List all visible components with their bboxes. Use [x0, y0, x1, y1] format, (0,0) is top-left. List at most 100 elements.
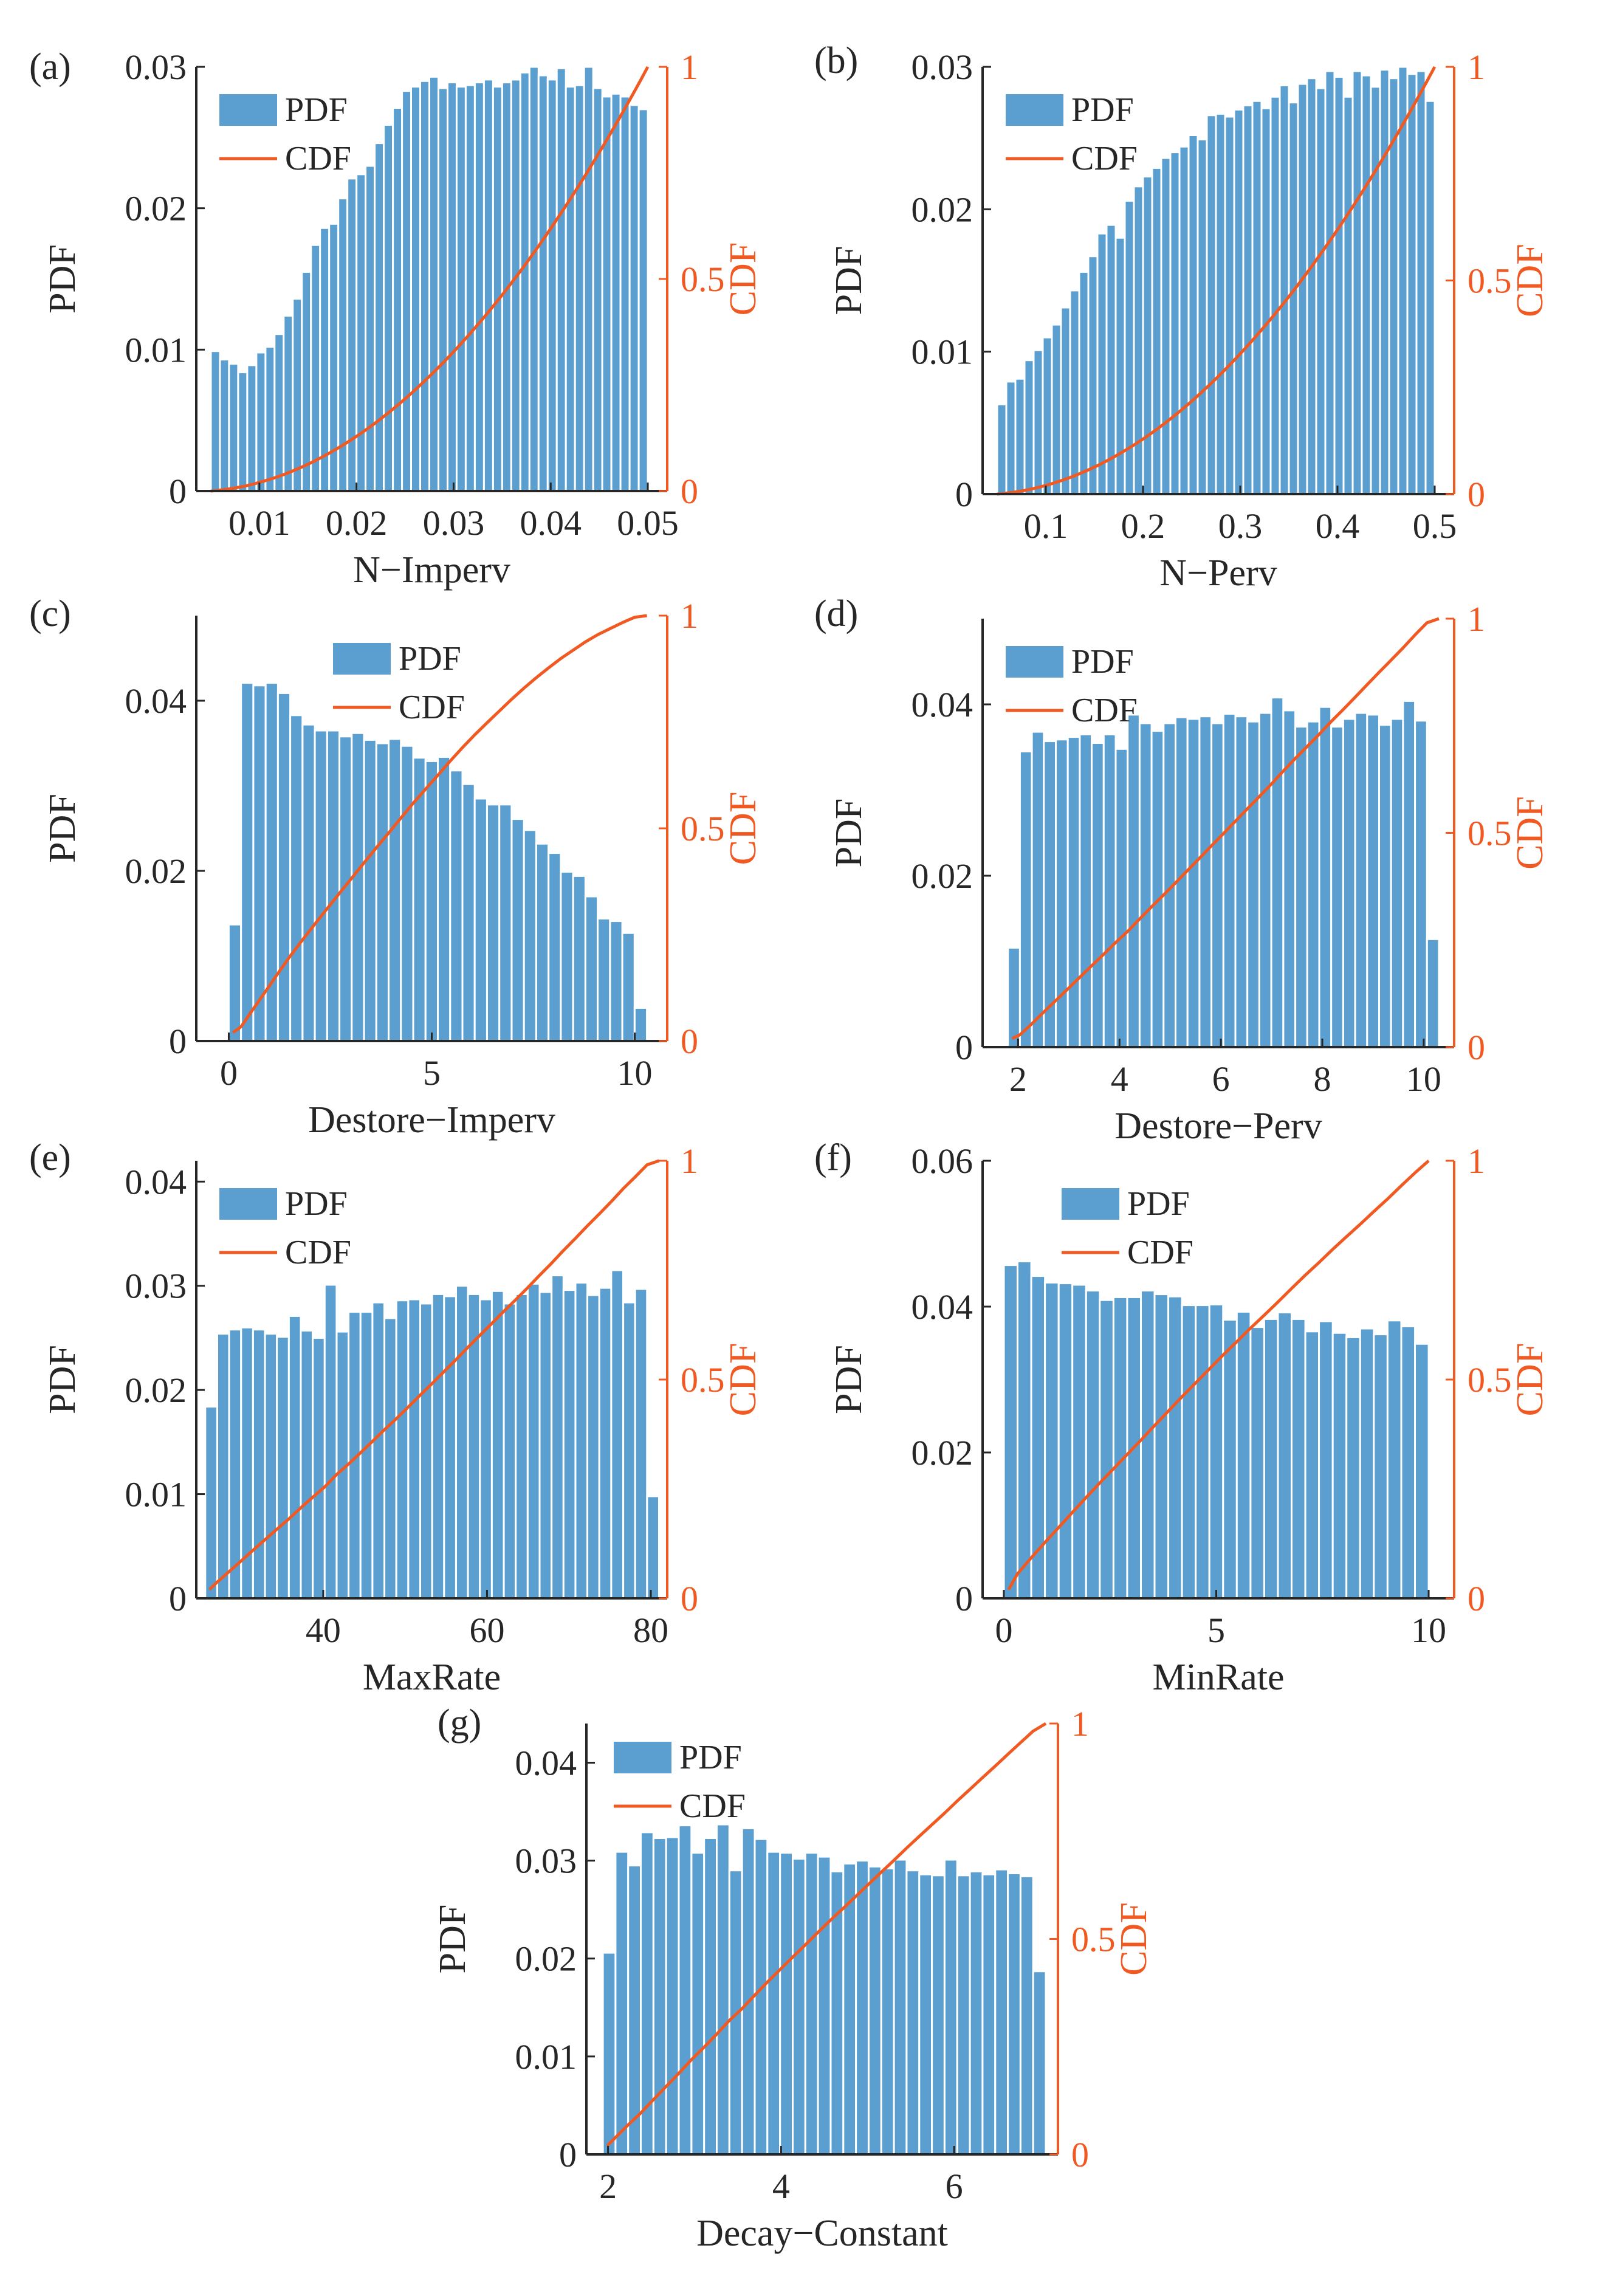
- legend: PDF CDF: [1062, 1185, 1193, 1271]
- pdf-bar: [1142, 175, 1153, 495]
- pdf-bar: [779, 1852, 794, 2156]
- legend-pdf-label: PDF: [679, 1739, 742, 1776]
- pdf-bar: [1153, 1293, 1170, 1600]
- pdf-bar: [931, 1874, 946, 2156]
- legend: PDF CDF: [219, 91, 351, 177]
- legend-cdf-label: CDF: [1071, 140, 1138, 177]
- pdf-bar: [1055, 738, 1069, 1048]
- pdf-bar: [1279, 84, 1290, 495]
- pdf-bar: [240, 682, 255, 1042]
- y-tick-label: 0: [169, 1022, 187, 1061]
- pdf-bar: [551, 1274, 565, 1600]
- pdf-bar: [548, 852, 562, 1042]
- pdf-bar: [1066, 736, 1081, 1048]
- pdf-bar: [614, 1851, 630, 2156]
- pdf-bar: [535, 842, 550, 1042]
- pdf-bar: [392, 107, 403, 492]
- pdf-bar: [562, 1289, 577, 1600]
- y-tick-label: 0.03: [911, 47, 973, 87]
- x-tick-label: 0.2: [1121, 506, 1166, 546]
- pdf-bar: [237, 371, 249, 492]
- pdf-bar: [1206, 114, 1217, 495]
- y2-tick-label: 0: [681, 1579, 698, 1618]
- x-tick-label: 60: [469, 1610, 504, 1650]
- y-tick-label: 0.02: [911, 856, 973, 896]
- x-axis-label: MinRate: [1153, 1657, 1285, 1698]
- y-tick-label: 0.01: [515, 2037, 577, 2077]
- pdf-bar: [1390, 718, 1404, 1048]
- pdf-bar: [449, 769, 464, 1042]
- y-tick-label: 0: [169, 1579, 187, 1618]
- pdf-bar: [1195, 1304, 1210, 1600]
- pdf-bar: [443, 1295, 457, 1600]
- y2-tick-label: 1: [681, 1141, 698, 1181]
- legend-pdf-label: PDF: [1071, 643, 1134, 681]
- pdf-bar: [665, 1836, 680, 2156]
- pdf-bar: [1291, 1318, 1306, 1600]
- pdf-bar: [273, 333, 285, 492]
- pdf-bar: [1342, 718, 1356, 1048]
- pdf-bar: [602, 1951, 617, 2156]
- pdf-bar: [228, 363, 239, 492]
- y-axis-label: PDF: [42, 244, 83, 314]
- x-tick-label: 0: [995, 1610, 1012, 1650]
- x-tick-label: 0.5: [1413, 506, 1457, 546]
- y2-tick-label: 0: [1468, 1579, 1485, 1618]
- pdf-bar: [312, 1336, 326, 1600]
- y-tick-label: 0.03: [125, 1267, 187, 1306]
- pdf-bar: [351, 732, 365, 1042]
- pdf-bar: [1359, 1327, 1375, 1600]
- pdf-bar: [492, 86, 503, 492]
- pdf-bar: [437, 755, 451, 1042]
- pdf-bar: [969, 1870, 984, 2156]
- legend: PDF CDF: [219, 1185, 351, 1271]
- y-tick-label: 0: [559, 2135, 577, 2174]
- pdf-bar: [868, 1865, 882, 2156]
- legend-pdf-swatch: [219, 1188, 277, 1220]
- pdf-bars: [1007, 696, 1440, 1048]
- x-tick-label: 0.03: [423, 503, 485, 543]
- cdf-line: [1007, 1160, 1430, 1590]
- pdf-bar: [1007, 1872, 1021, 2156]
- x-tick-label: 2: [1009, 1059, 1027, 1099]
- pdf-bar: [584, 895, 599, 1042]
- legend-pdf-swatch: [1006, 646, 1063, 678]
- x-axis-label: Destore−Perv: [1114, 1105, 1322, 1147]
- pdf-bar: [252, 684, 267, 1042]
- pdf-bar: [1306, 720, 1320, 1048]
- pdf-bar: [1057, 1282, 1074, 1600]
- y-tick-label: 0: [955, 1579, 973, 1618]
- pdf-bar: [510, 78, 521, 492]
- legend-pdf-swatch: [614, 1742, 671, 1773]
- x-tick-label: 8: [1314, 1059, 1331, 1099]
- pdf-bar: [363, 738, 377, 1042]
- panel-label: (f): [814, 1137, 852, 1178]
- pdf-bar: [1140, 1290, 1156, 1600]
- pdf-bar: [227, 923, 242, 1042]
- pdf-bar: [1167, 1295, 1183, 1600]
- pdf-bar: [1234, 715, 1249, 1048]
- chart-panel: 2 4 6 8 10 0 0.02 0.04 0 0.5 1 Destore−Perv PDF CDF (d…: [814, 593, 1551, 1147]
- x-tick-label: 80: [633, 1610, 668, 1650]
- pdf-bar: [1096, 232, 1108, 495]
- y-axis-label: PDF: [42, 1345, 83, 1414]
- cdf-line: [997, 66, 1437, 496]
- pdf-bar: [792, 1857, 806, 2156]
- pdf-bar: [479, 1298, 493, 1600]
- pdf-bar: [1370, 86, 1381, 495]
- y2-axis-label: CDF: [1113, 1902, 1155, 1976]
- x-axis-label: Destore−Imperv: [308, 1099, 555, 1141]
- pdf-bar: [633, 1006, 648, 1042]
- pdf-bar: [1150, 730, 1165, 1048]
- pdf-bar: [428, 75, 439, 492]
- y-tick-label: 0.02: [125, 1370, 187, 1410]
- y-axis-label: PDF: [42, 794, 83, 863]
- pdf-bar: [1196, 139, 1208, 495]
- pdf-bar: [1003, 1264, 1019, 1600]
- pdf-bar: [523, 829, 537, 1042]
- pdf-bar: [1032, 1970, 1047, 2156]
- y-tick-label: 0.03: [515, 1841, 577, 1881]
- y2-axis-label: CDF: [723, 792, 764, 865]
- pdf-bar: [1400, 1325, 1416, 1600]
